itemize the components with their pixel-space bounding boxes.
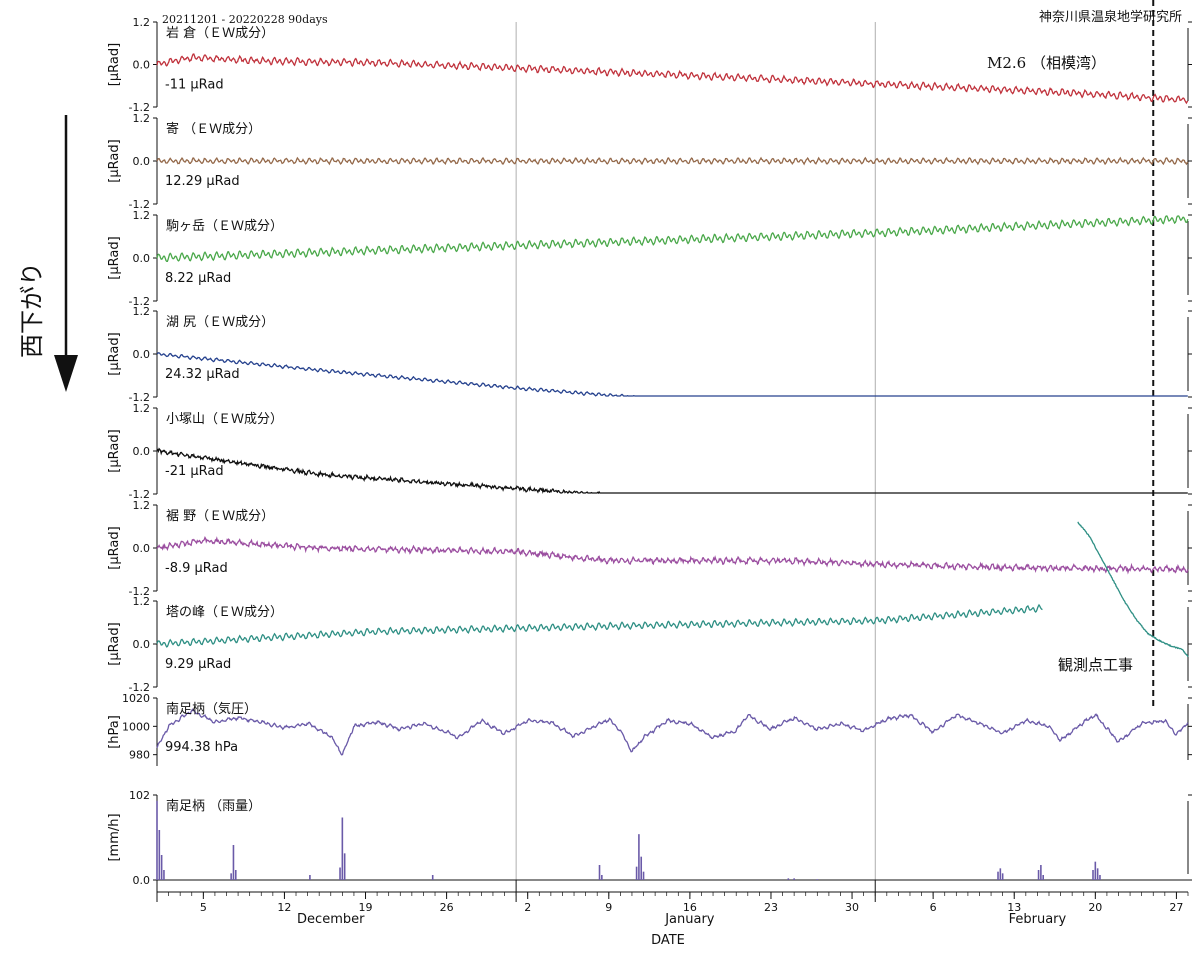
panel-5-series-line [156,535,1189,575]
x-tick-label-12: 27 [1169,901,1183,914]
panel-4-ylabel: [μRad] [107,429,122,472]
west-down-label: 西下がり [18,262,46,358]
panel-2-ytick-label-1: 0.0 [133,252,151,265]
institution-label: 神奈川県温泉地学研究所 [1039,9,1182,25]
panel-8-ytick-label-1: 0.0 [133,874,151,887]
panel-4-title: 小塚山（ＥＷ成分） [166,412,283,427]
panel-4-ytick-label-0: 1.2 [133,402,151,415]
panel-0-value-label: -11 μRad [165,77,224,92]
series-layer [156,53,1189,880]
grid-layer [515,0,1155,880]
panel-0-ytick-label-0: 1.2 [133,16,151,29]
west-down-indicator: 西下がり [18,115,78,392]
panel-7-series-line [156,708,1189,756]
panel-8-ytick-label-0: 102 [129,789,150,802]
panel-5-title: 裾 野（ＥＷ成分） [166,509,274,524]
panel-5-value-label: -8.9 μRad [165,561,228,576]
panel-8-ylabel: [mm/h] [107,813,122,861]
panel-2-ytick-label-2: -1.2 [129,295,150,308]
panel-7-value-label: 994.38 hPa [165,740,238,755]
x-axis-title: DATE [651,933,685,948]
construction-note: 観測点工事 [1058,656,1133,674]
panel-1-value-label: 12.29 μRad [165,174,240,189]
panel-3-ytick-label-0: 1.2 [133,305,151,318]
panel-7-ytick-label-0: 1020 [122,692,150,705]
panel-6-value-label: 9.29 μRad [165,657,231,672]
panel-6-title: 塔の峰（ＥＷ成分） [166,605,283,620]
panel-1-ylabel: [μRad] [107,139,122,182]
panel-3-ytick-label-2: -1.2 [129,391,150,404]
panel-0-ytick-label-2: -1.2 [129,101,150,114]
x-month-label-2: February [1009,912,1067,927]
panel-7-title: 南足柄（気圧） [166,701,257,717]
panel-5-ylabel: [μRad] [107,526,122,569]
x-tick-label-3: 26 [440,901,454,914]
panel-1-ytick-label-2: -1.2 [129,198,150,211]
panel-2-value-label: 8.22 μRad [165,271,231,286]
panel-3-ylabel: [μRad] [107,332,122,375]
x-tick-label-9: 6 [930,901,937,914]
panel-7-ylabel: [hPa] [107,715,122,749]
x-tick-label-2: 19 [359,901,373,914]
x-tick-label-10: 13 [1007,901,1021,914]
panel-6-ytick-label-1: 0.0 [133,638,151,651]
panel-3-series-line [156,352,1188,397]
x-tick-label-5: 9 [605,901,612,914]
panel-7-ytick-label-2: 980 [129,749,150,762]
panel-6-ytick-label-0: 1.2 [133,595,151,608]
x-tick-label-0: 5 [200,901,207,914]
down-arrow-icon [54,355,78,392]
panel-3-ytick-label-1: 0.0 [133,348,151,361]
label-layer: 1.2 0.0 -1.2 [μRad] 岩 倉（ＥＷ成分） -11 μRad 1.2 0.0 -… [107,16,1183,927]
panel-1-series-line [156,156,1189,166]
panel-2-ytick-label-0: 1.2 [133,209,151,222]
panel-2-series-line [156,215,1189,262]
axes-layer [153,21,1192,902]
panel-1-ytick-label-0: 1.2 [133,112,151,125]
panel-4-value-label: -21 μRad [165,464,224,479]
panel-4-series-line [156,447,1188,495]
panel-3-title: 湖 尻（ＥＷ成分） [166,315,274,330]
x-tick-label-1: 12 [277,901,291,914]
panel-1-title: 寄 （ＥＷ成分） [166,121,261,137]
x-tick-label-4: 2 [524,901,531,914]
x-month-label-0: December [297,912,365,927]
x-tick-label-11: 20 [1088,901,1102,914]
x-month-label-1: January [664,912,715,927]
panel-1-ytick-label-1: 0.0 [133,155,151,168]
event-label: M2.6 （相模湾） [987,54,1106,72]
x-tick-label-8: 30 [845,901,859,914]
panel-4-ytick-label-1: 0.0 [133,445,151,458]
panel-5-ytick-label-1: 0.0 [133,542,151,555]
panel-0-series-line [156,53,1189,105]
panel-6-ytick-label-2: -1.2 [129,681,150,694]
x-tick-label-7: 23 [764,901,778,914]
period-label: 20211201 - 20220228 90days [162,13,328,26]
panel-6-ylabel: [μRad] [107,622,122,665]
panel-8-title: 南足柄 （雨量） [166,798,261,814]
panel-3-value-label: 24.32 μRad [165,367,240,382]
panel-4-ytick-label-2: -1.2 [129,488,150,501]
panel-6-construction-segment [1077,521,1189,658]
panel-0-ylabel: [μRad] [107,43,122,86]
panel-5-ytick-label-0: 1.2 [133,499,151,512]
panel-2-ylabel: [μRad] [107,236,122,279]
x-tick-label-6: 16 [683,901,697,914]
panel-0-title: 岩 倉（ＥＷ成分） [166,26,274,41]
panel-7-ytick-label-1: 1000 [122,720,150,733]
panel-0-ytick-label-1: 0.0 [133,59,151,72]
panel-5-ytick-label-2: -1.2 [129,585,150,598]
panel-6-series-line [156,603,1043,648]
panel-2-title: 駒ヶ岳（ＥＷ成分） [166,219,283,234]
